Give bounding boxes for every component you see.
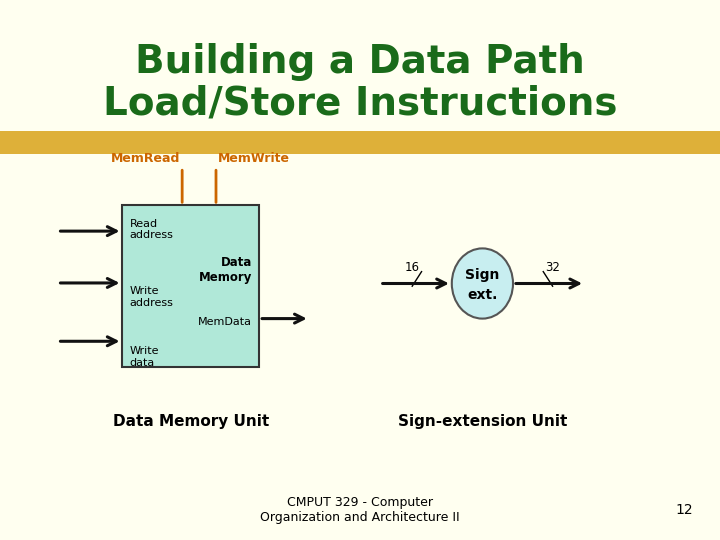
Text: Sign-extension Unit: Sign-extension Unit — [397, 414, 567, 429]
Text: Load/Store Instructions: Load/Store Instructions — [103, 85, 617, 123]
Text: ext.: ext. — [467, 288, 498, 302]
Text: 16: 16 — [405, 261, 420, 274]
Text: Write
data: Write data — [130, 346, 159, 368]
Text: Read
address: Read address — [130, 219, 174, 240]
FancyBboxPatch shape — [0, 131, 720, 154]
Text: 32: 32 — [545, 261, 560, 274]
Ellipse shape — [452, 248, 513, 319]
Text: Data
Memory: Data Memory — [199, 256, 252, 284]
Text: MemRead: MemRead — [112, 152, 181, 165]
Text: Sign: Sign — [465, 268, 500, 282]
Text: Data Memory Unit: Data Memory Unit — [112, 414, 269, 429]
Text: MemWrite: MemWrite — [217, 152, 289, 165]
Text: 12: 12 — [675, 503, 693, 517]
Text: MemData: MemData — [198, 317, 252, 327]
Text: Write
address: Write address — [130, 286, 174, 308]
Text: CMPUT 329 - Computer
Organization and Architecture II: CMPUT 329 - Computer Organization and Ar… — [260, 496, 460, 524]
Text: Building a Data Path: Building a Data Path — [135, 43, 585, 81]
FancyBboxPatch shape — [122, 205, 259, 367]
